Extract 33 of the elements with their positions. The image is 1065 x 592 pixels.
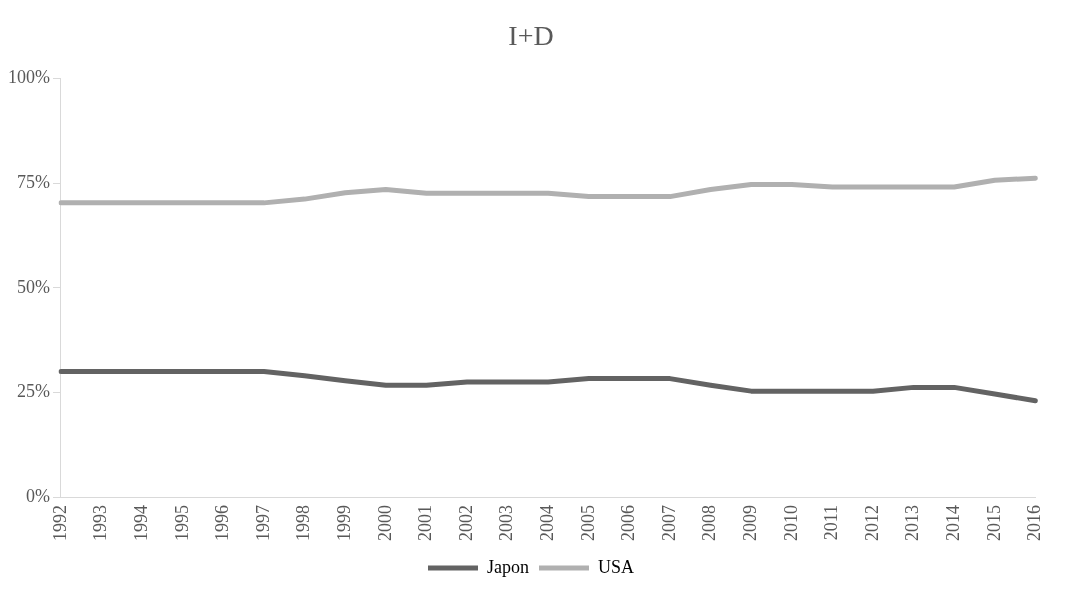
x-tick-label: 2010 bbox=[780, 505, 801, 541]
x-tick-label: 1993 bbox=[90, 505, 111, 541]
legend-label: Japon bbox=[487, 556, 529, 577]
x-tick-label: 1994 bbox=[130, 505, 151, 541]
x-tick-label: 2013 bbox=[902, 505, 923, 541]
x-tick-label: 2001 bbox=[415, 505, 436, 541]
chart-title: I+D bbox=[508, 20, 554, 52]
x-tick-label: 2007 bbox=[658, 505, 679, 541]
x-tick-label: 2012 bbox=[861, 505, 882, 541]
x-tick-label: 2014 bbox=[942, 505, 963, 541]
x-tick-label: 2002 bbox=[455, 505, 476, 541]
x-tick-label: 2009 bbox=[739, 505, 760, 541]
x-tick-label: 2006 bbox=[618, 505, 639, 541]
y-tick-label: 100% bbox=[7, 67, 50, 88]
x-tick-label: 1999 bbox=[333, 505, 354, 541]
x-tick-label: 1996 bbox=[212, 505, 233, 541]
x-tick-label: 2003 bbox=[496, 505, 517, 541]
x-tick-label: 2005 bbox=[577, 505, 598, 541]
x-tick-label: 1995 bbox=[171, 505, 192, 541]
x-tick-label: 2008 bbox=[699, 505, 720, 541]
x-tick-label: 2004 bbox=[536, 505, 557, 541]
y-tick-label: 25% bbox=[16, 381, 50, 402]
x-tick-label: 2000 bbox=[374, 505, 395, 541]
x-tick-label: 2016 bbox=[1024, 505, 1045, 541]
x-tick-label: 1992 bbox=[49, 505, 70, 541]
y-tick-label: 75% bbox=[16, 171, 50, 192]
legend-label: USA bbox=[597, 556, 635, 577]
x-tick-label: 2011 bbox=[821, 505, 842, 541]
y-tick-label: 50% bbox=[16, 276, 50, 297]
x-tick-label: 1998 bbox=[293, 505, 314, 541]
y-tick-label: 0% bbox=[25, 485, 50, 506]
x-tick-label: 1997 bbox=[252, 505, 273, 541]
x-tick-label: 2015 bbox=[983, 505, 1004, 541]
